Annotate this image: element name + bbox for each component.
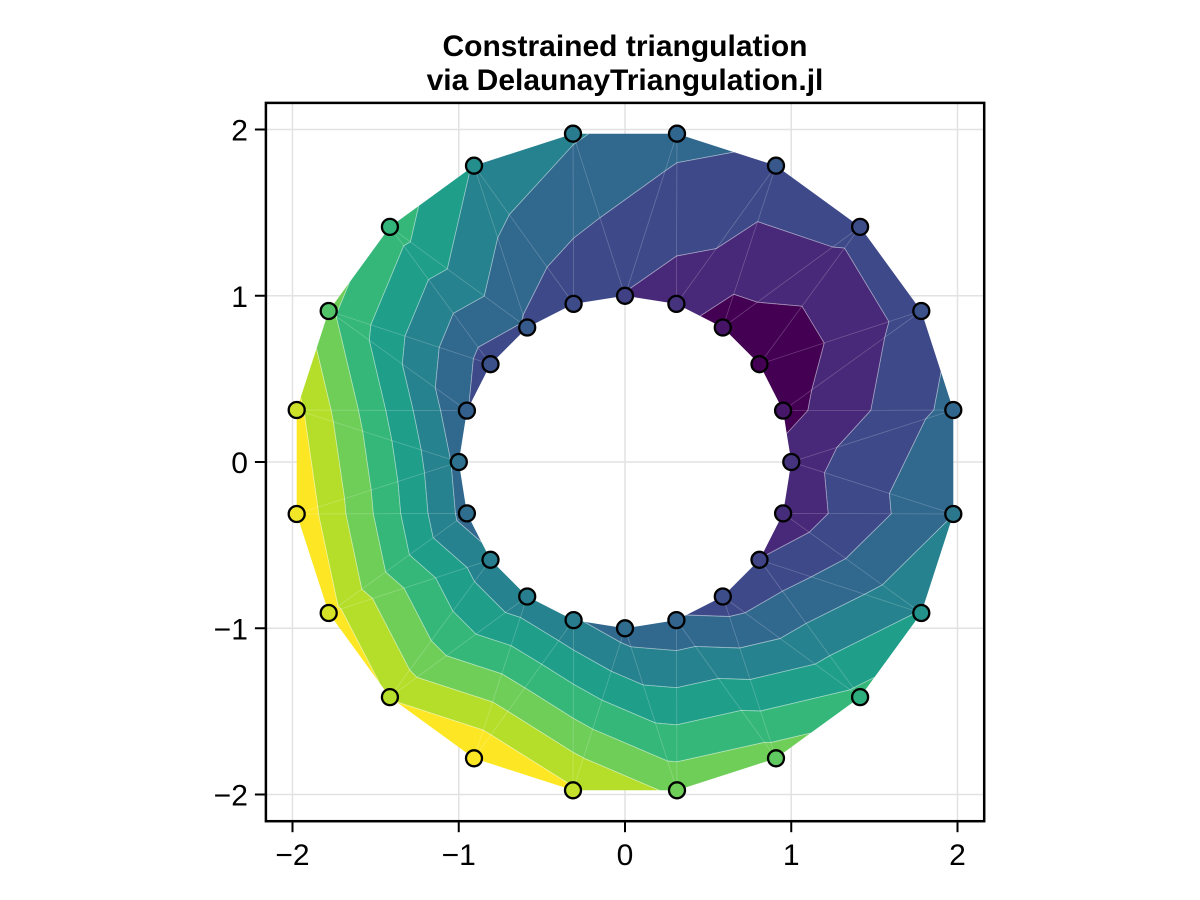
y-tick-label: −2 [214,780,248,813]
contour-band-7 [316,282,811,791]
data-point-marker [912,301,931,321]
data-point-marker [912,603,931,623]
data-point-marker [782,452,801,472]
data-point-marker [750,355,769,374]
data-point-marker [766,156,786,175]
data-point-marker [464,156,484,175]
data-point-marker [287,400,306,420]
x-tick-label: 2 [949,839,966,872]
data-point-marker [615,286,635,305]
data-point-marker [564,610,583,630]
data-point-marker [850,217,870,237]
data-point-marker [850,687,870,707]
data-point-marker [667,781,687,800]
x-tick-label: 1 [783,839,800,872]
contour-band-6 [336,206,875,762]
data-point-marker [667,610,686,630]
data-point-marker [319,603,338,623]
y-tick-label: 2 [231,115,248,148]
x-tick-label: −2 [275,839,309,872]
data-point-marker [713,587,732,606]
data-point-marker [944,400,963,420]
x-tick-label: −1 [442,839,476,872]
data-point-marker [667,124,687,143]
plot-title: Constrained triangulation via DelaunayTr… [426,30,824,97]
data-point-marker [944,504,963,524]
triangle-edge-seams [296,133,954,791]
data-point-marker [287,504,306,524]
y-tick-label: 0 [231,447,248,480]
x-tick-label: 0 [617,839,634,872]
data-point-marker [750,550,769,569]
data-point-marker [518,318,537,337]
data-point-marker [464,749,484,768]
data-point-marker [481,355,500,374]
y-tick-label: −1 [214,613,248,646]
contour-bands [296,133,954,791]
contour-band-1 [618,221,889,559]
data-point-marker [713,318,732,337]
data-point-marker [563,124,583,143]
data-point-marker [615,619,635,638]
data-point-marker [518,587,537,606]
contour-band-8 [300,348,660,791]
data-point-marker [380,687,400,707]
axis-layer: −2 −1 0 1 2 −2 −1 0 1 2 [214,101,986,872]
data-point-marker [564,294,583,314]
data-point-marker [766,749,786,768]
data-point-marker [380,217,400,237]
data-point-marker [667,294,686,314]
contour-band-5 [369,168,924,725]
data-point-marker [563,781,583,800]
scatter-points [287,124,963,800]
data-point-marker [319,301,338,321]
data-point-marker [773,401,793,420]
data-point-marker [457,401,477,420]
data-point-marker [449,452,468,472]
data-point-marker [481,550,500,569]
contour-band-2 [468,152,941,617]
data-point-marker [457,504,477,523]
data-point-marker [773,504,793,523]
axis-spine [264,101,986,823]
y-tick-label: 1 [231,281,248,314]
